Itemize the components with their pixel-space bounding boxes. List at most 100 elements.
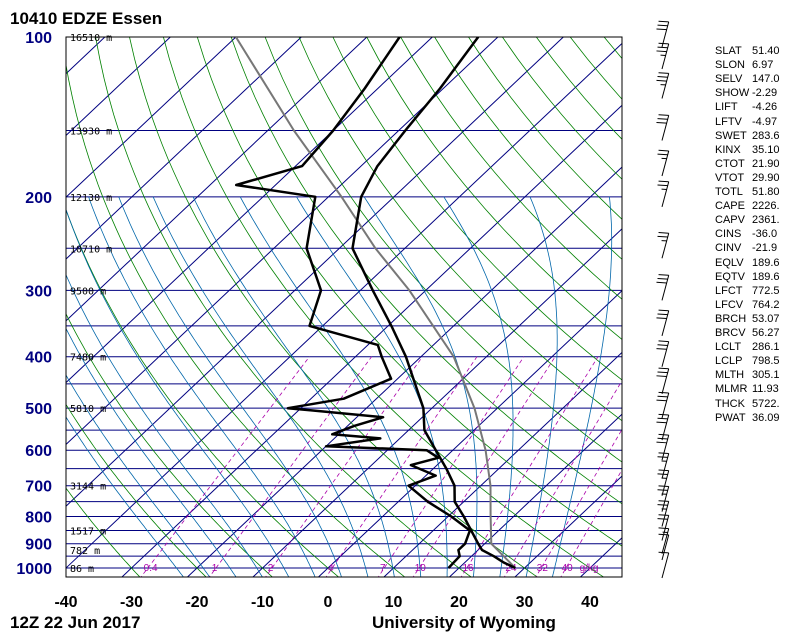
wind-barb-feather [656, 399, 667, 402]
index-value: 53.07 [752, 312, 780, 325]
wind-barb [657, 469, 670, 496]
wind-barb [656, 114, 670, 141]
index-key: SLAT [715, 45, 742, 57]
wind-barb-feather [658, 309, 669, 312]
height-label: 782 m [70, 546, 100, 557]
wind-barb [656, 20, 670, 48]
isotherm-line [66, 37, 368, 322]
index-key: LCLT [715, 341, 742, 354]
dry-adiabat [66, 403, 207, 577]
mixing-ratio-line [265, 356, 423, 577]
index-row: LFCT 772.5 [715, 284, 780, 298]
dewpoint-profile-line [234, 37, 472, 569]
isotherm-line [66, 37, 302, 260]
mixing-ratio-label: 16 [462, 563, 474, 574]
index-key: TOTL [715, 186, 743, 198]
pressure-tick-label: 200 [25, 190, 52, 207]
isotherm-line [66, 37, 564, 507]
index-value: 772.5 [752, 284, 780, 297]
wind-barb [656, 340, 670, 367]
temperature-profile-line [351, 37, 516, 570]
moist-adiabat [525, 196, 558, 577]
index-row: LCLP 798.5 [715, 354, 780, 368]
index-value: 51.40 [752, 45, 780, 57]
index-key: LFCT [715, 284, 743, 297]
index-value: 56.27 [752, 327, 780, 339]
isotherm-line [66, 37, 106, 75]
index-value: 11.93 [752, 383, 779, 396]
index-key: SWET [715, 129, 747, 142]
index-key: THCK [715, 397, 745, 410]
wind-barb-feather [657, 235, 668, 238]
height-label: 5810 m [70, 404, 106, 415]
index-key: CINV [715, 242, 742, 255]
dry-adiabat [230, 37, 622, 505]
mixing-ratio-label: 0.4 [144, 563, 158, 574]
index-value: -2.29 [752, 87, 778, 100]
wind-barb-feather [657, 76, 668, 78]
height-label: 16510 m [70, 33, 112, 44]
index-row: PWAT 36.09 [715, 411, 780, 425]
wind-barb-feather [656, 50, 667, 53]
height-label: 3144 m [70, 482, 106, 493]
temperature-tick-label: 0 [324, 594, 333, 611]
mixing-ratio-label: g/kg [580, 563, 599, 574]
pressure-tick-label: 300 [25, 283, 52, 300]
height-label: 7480 m [70, 353, 106, 364]
mixing-ratio-line [208, 356, 372, 577]
index-value: 305.1 [752, 369, 780, 382]
index-key: MLTH [715, 369, 745, 382]
wind-barb-feather [657, 473, 668, 475]
temperature-tick-label: 40 [581, 594, 599, 611]
wind-barb-feather [657, 417, 668, 420]
dry-adiabat [434, 37, 622, 260]
dry-adiabat [129, 37, 538, 577]
wind-barb-feather [656, 421, 667, 424]
wind-barb-feather [658, 114, 669, 116]
index-value: 798.5 [752, 355, 780, 368]
index-key: SELV [715, 73, 743, 86]
index-row: CTOT 21.90 [715, 157, 780, 171]
isotherm-line [186, 166, 622, 577]
wind-barb-feather [657, 371, 668, 374]
index-row: THCK 5722. [715, 397, 780, 411]
wind-barb-feather [656, 375, 667, 377]
sounding-profiles [234, 37, 517, 570]
moist-adiabat [363, 196, 478, 577]
isotherm-line [66, 42, 622, 569]
wind-barbs [656, 20, 670, 579]
index-row: CAPV 2361. [715, 213, 780, 227]
wind-barb-feather [657, 344, 668, 346]
mixing-ratio-label: 24 [505, 563, 517, 574]
index-row: TOTL 51.80 [715, 185, 780, 199]
index-row: BRCV 56.27 [715, 326, 780, 340]
mixing-ratio-line [460, 356, 599, 577]
index-row: EQTV 189.6 [715, 270, 780, 284]
mixing-ratio-label: 40 [562, 563, 574, 574]
dry-adiabat [196, 37, 622, 547]
wind-barb-feather [657, 277, 668, 280]
pressure-tick-label: 900 [25, 537, 52, 554]
wind-barb-feather [658, 391, 669, 394]
temperature-tick-label: 10 [385, 594, 403, 611]
index-row: LIFT -4.26 [715, 100, 777, 114]
wind-barb [656, 367, 670, 394]
index-row: LFCV 764.2 [715, 298, 780, 312]
pressure-tick-label: 500 [25, 401, 52, 418]
index-row: VTOT 29.90 [715, 171, 780, 185]
wind-barb-shaft [661, 534, 670, 561]
temperature-tick-label: 20 [450, 594, 468, 611]
mixing-ratio-line [535, 428, 622, 577]
index-key: LFTV [715, 115, 742, 128]
wind-barb-feather [658, 514, 669, 516]
isotherm-line [0, 37, 39, 579]
moist-adiabat [66, 327, 237, 577]
index-value: 283.6 [752, 129, 780, 142]
temperature-tick-label: -30 [120, 594, 143, 611]
index-value: 147.0 [752, 73, 780, 86]
parcel-profile-line [235, 37, 517, 569]
mixing-ratio-line [140, 356, 310, 577]
pressure-tick-label: 700 [25, 479, 52, 496]
index-row: LFTV -4.97 [715, 115, 777, 129]
